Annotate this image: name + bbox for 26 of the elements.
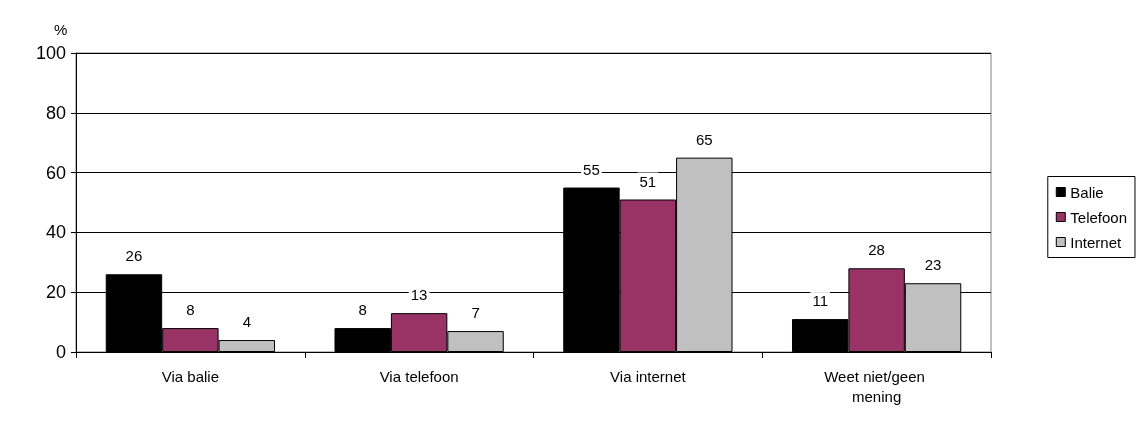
y-axis-title: % (54, 21, 68, 38)
data-label: 65 (695, 130, 713, 148)
data-label: 13 (410, 286, 428, 304)
x-tick-label: Via telefoon (379, 367, 459, 385)
y-tick-label: 40 (45, 222, 66, 243)
data-label: 55 (583, 160, 600, 178)
data-label: 26 (125, 247, 143, 265)
y-tick-label: 20 (45, 282, 66, 303)
x-tick-label: Via internet (610, 367, 687, 385)
data-label: 23 (924, 256, 942, 274)
data-label: 7 (471, 304, 480, 322)
data-label: 8 (358, 301, 367, 319)
data-label: 51 (639, 172, 657, 190)
legend-label: Balie (1070, 183, 1104, 201)
data-label: 8 (186, 301, 195, 319)
legend-label: Internet (1070, 233, 1122, 251)
y-tick-label: 60 (45, 162, 66, 183)
x-tick-label: Weet niet/geen mening (824, 367, 930, 405)
y-tick-label: 80 (45, 102, 66, 123)
legend-label: Telefoon (1070, 208, 1128, 226)
data-label: 11 (812, 292, 828, 310)
y-tick-label: 100 (35, 43, 66, 63)
data-label: 28 (868, 241, 885, 259)
data-label: 4 (242, 313, 251, 331)
y-tick-label: 0 (55, 342, 66, 362)
x-tick-label: Via balie (161, 367, 220, 385)
